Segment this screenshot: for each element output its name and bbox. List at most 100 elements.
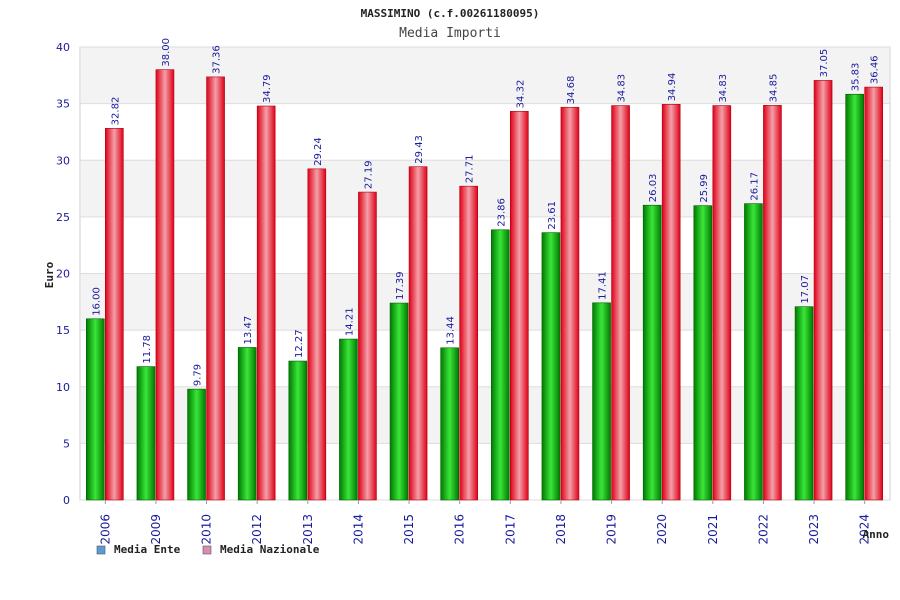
- y-tick-label: 5: [63, 437, 70, 450]
- data-label: 9.79: [193, 364, 204, 386]
- bar-media-ente: [491, 229, 510, 501]
- data-label: 34.79: [262, 74, 273, 103]
- data-label: 29.24: [313, 137, 324, 166]
- data-label: 34.68: [566, 76, 577, 105]
- x-tick-label: 2010: [200, 514, 214, 545]
- x-axis-ticks: 2006 2009 2010 2012 2013 2014 2015 2016 2017 2018…: [98, 500, 872, 545]
- y-axis-label: Euro: [43, 261, 56, 288]
- y-tick-label: 30: [56, 154, 70, 167]
- bar-media-nazionale: [661, 104, 681, 501]
- bar-media-ente: [744, 203, 763, 501]
- bar-media-nazionale: [813, 80, 833, 501]
- bar-media-ente: [136, 366, 156, 501]
- bar-media-nazionale: [510, 111, 529, 501]
- x-tick-label: 2012: [250, 514, 264, 545]
- y-tick-label: 35: [56, 98, 70, 111]
- data-label: 37.05: [819, 49, 830, 78]
- data-label: 16.00: [91, 287, 102, 316]
- bar-media-ente: [389, 302, 409, 501]
- y-tick-label: 15: [56, 324, 70, 337]
- data-label: 34.85: [768, 74, 779, 103]
- data-label: 23.61: [547, 201, 558, 230]
- bar-media-ente: [642, 204, 662, 501]
- data-label: 34.94: [667, 73, 678, 102]
- bar-media-nazionale: [155, 69, 175, 501]
- bar-media-ente: [845, 93, 864, 501]
- data-label: 17.41: [598, 271, 609, 300]
- data-label: 26.17: [749, 172, 760, 201]
- x-tick-label: 2015: [402, 514, 416, 545]
- x-tick-label: 2006: [98, 514, 112, 545]
- bar-media-ente: [693, 205, 713, 501]
- legend-label-media-nazionale: Media Nazionale: [220, 543, 320, 556]
- x-tick-label: 2018: [554, 514, 568, 545]
- data-label: 29.43: [414, 135, 425, 164]
- data-label: 23.86: [496, 198, 507, 227]
- bar-media-nazionale: [408, 166, 428, 501]
- data-label: 11.78: [142, 335, 153, 364]
- x-tick-label: 2022: [756, 514, 770, 545]
- data-label: 14.21: [344, 307, 355, 336]
- bar-media-nazionale: [712, 105, 732, 501]
- x-tick-label: 2020: [655, 514, 669, 545]
- x-tick-label: 2023: [807, 514, 821, 545]
- bar-media-nazionale: [611, 105, 630, 501]
- chart-subtitle: Media Importi: [399, 26, 501, 41]
- y-tick-label: 10: [56, 381, 70, 394]
- bar-media-nazionale: [256, 105, 276, 501]
- bar-media-ente: [440, 347, 459, 501]
- data-label: 13.44: [446, 316, 457, 345]
- bar-media-nazionale: [105, 128, 124, 501]
- data-label: 17.07: [800, 275, 811, 304]
- y-tick-label: 0: [63, 494, 70, 507]
- x-tick-label: 2024: [858, 514, 872, 545]
- y-tick-label: 25: [56, 211, 70, 224]
- data-label: 12.27: [294, 329, 305, 358]
- data-label: 38.00: [161, 38, 172, 67]
- bar-media-ente: [187, 388, 206, 501]
- bar-media-nazionale: [560, 106, 580, 501]
- bar-media-nazionale: [763, 105, 782, 501]
- data-label: 34.83: [617, 74, 628, 103]
- data-labels: 16.00 32.82 11.78 38.00 9.79 37.36 13.47 34.79 1…: [91, 38, 880, 386]
- bar-media-ente: [592, 302, 611, 501]
- bars: [86, 69, 883, 501]
- data-label: 27.19: [363, 160, 374, 189]
- x-tick-label: 2017: [503, 514, 517, 545]
- data-label: 25.99: [699, 174, 710, 203]
- legend-swatch-media-nazionale: [202, 545, 212, 555]
- x-tick-label: 2021: [706, 514, 720, 545]
- y-tick-label: 40: [56, 41, 70, 54]
- y-axis-ticks: 0 5 10 15 20 25 30 35 40: [56, 41, 70, 507]
- bar-media-ente: [794, 306, 814, 501]
- x-tick-label: 2019: [605, 514, 619, 545]
- legend-swatch-media-ente: [96, 545, 106, 555]
- bar-media-nazionale: [206, 76, 225, 501]
- legend: Media Ente Media Nazionale: [96, 543, 320, 556]
- x-tick-label: 2009: [149, 514, 163, 545]
- bar-media-ente: [541, 232, 561, 501]
- bar-media-nazionale: [864, 86, 883, 501]
- data-label: 27.71: [465, 155, 476, 184]
- data-label: 35.83: [851, 63, 862, 92]
- bar-media-ente: [288, 360, 308, 501]
- data-label: 13.47: [243, 316, 254, 345]
- bar-media-ente: [237, 347, 257, 501]
- bar-media-ente: [339, 338, 358, 501]
- data-label: 37.36: [212, 45, 223, 74]
- data-label: 34.83: [718, 74, 729, 103]
- x-tick-label: 2013: [301, 514, 315, 545]
- bar-media-nazionale: [459, 185, 478, 501]
- bar-media-nazionale: [358, 191, 377, 501]
- data-label: 36.46: [870, 55, 881, 84]
- bar-media-ente: [86, 318, 105, 501]
- data-label: 26.03: [648, 174, 659, 203]
- legend-label-media-ente: Media Ente: [114, 543, 181, 556]
- x-tick-label: 2016: [453, 514, 467, 545]
- data-label: 32.82: [110, 97, 121, 126]
- data-label: 34.32: [515, 80, 526, 109]
- y-tick-label: 20: [56, 268, 70, 281]
- x-axis-label: Anno: [863, 528, 890, 541]
- chart-title: MASSIMINO (c.f.00261180095): [361, 7, 540, 20]
